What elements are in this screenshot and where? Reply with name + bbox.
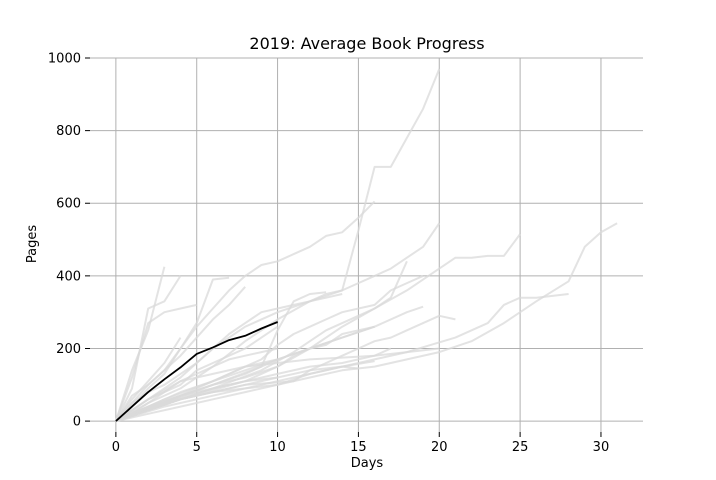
book-progress-line [115,200,376,422]
y-tick-label: 0 [73,415,81,430]
book-progress-line [115,286,246,422]
book-progress-line [115,325,375,423]
book-progress-line [115,347,440,422]
x-tick-label: 10 [269,440,286,455]
x-tick-label: 0 [112,440,120,455]
book-progress-line [115,365,359,423]
y-ticks: 0 200 400 600 800 1000 [48,52,90,430]
y-tick-label: 400 [56,269,81,284]
grid-layer [90,57,643,432]
x-tick-label: 30 [593,440,610,455]
book-progress-line [115,360,375,423]
y-axis-label: Pages [25,225,40,263]
book-progress-line [115,314,456,423]
book-progress-line [115,222,441,422]
y-tick-label: 200 [56,342,81,357]
x-tick-label: 25 [512,440,529,455]
book-progress-line [114,303,197,422]
series-layer [114,68,618,423]
x-ticks: 0 5 10 15 20 25 30 [112,432,610,455]
x-tick-label: 20 [431,440,448,455]
y-tick-label: 800 [56,124,81,139]
x-axis-label: Days [351,456,384,471]
book-progress-line [115,68,441,422]
average-progress-line [115,321,278,422]
y-tick-label: 600 [56,197,81,212]
x-tick-label: 5 [193,440,201,455]
y-tick-label: 1000 [48,52,81,67]
book-progress-line [115,293,343,422]
average-layer [115,321,278,422]
book-progress-line [115,275,182,422]
book-progress-line [115,337,182,422]
book-progress-line [115,347,278,423]
x-tick-label: 15 [350,440,367,455]
chart-title: 2019: Average Book Progress [249,34,484,53]
